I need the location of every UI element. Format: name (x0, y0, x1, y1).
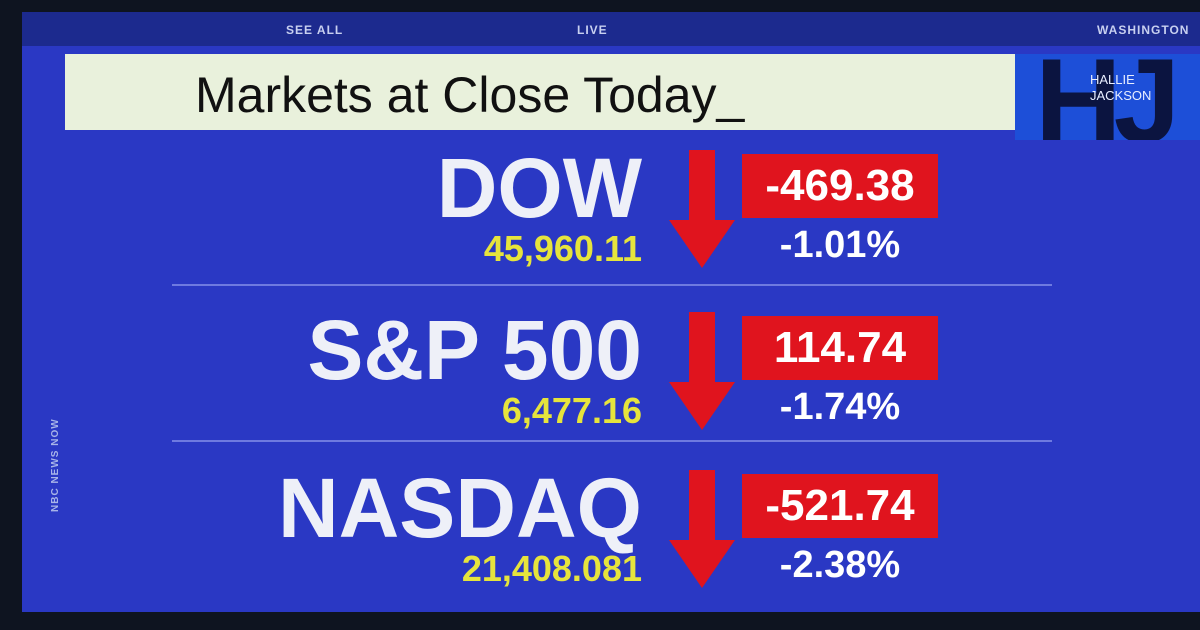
index-name: S&P 500 (307, 303, 642, 397)
top-bar: SEE ALL LIVE WASHINGTON (22, 12, 1200, 46)
tv-screen: SEE ALL LIVE WASHINGTON Markets at Close… (22, 12, 1200, 612)
location: WASHINGTON (1097, 23, 1190, 37)
separator (172, 284, 1052, 286)
anchor-badge: HJ HALLIE JACKSON (1015, 54, 1200, 140)
index-value: 6,477.16 (501, 390, 642, 431)
index-row: DOW 45,960.11 -469.38 -1.01% (22, 140, 1200, 290)
anchor-last-name: JACKSON (1090, 88, 1152, 103)
arrow-icon (669, 312, 735, 430)
index-change: 114.74 (742, 316, 938, 380)
index-name: NASDAQ (277, 461, 642, 555)
index-percent: -2.38% (779, 544, 901, 586)
index-row: S&P 500 6,477.16 114.74 -1.74% (22, 302, 1200, 452)
live-label: LIVE (577, 23, 608, 37)
index-value: 45,960.11 (483, 228, 642, 269)
index-percent: -1.01% (779, 224, 901, 266)
title: Markets at Close Today_ (195, 67, 745, 123)
index-row: NASDAQ 21,408.081 -521.74 -2.38% (22, 460, 1200, 610)
title-bar: Markets at Close Today_ (65, 54, 1015, 130)
anchor-first-name: HALLIE (1090, 72, 1135, 87)
index-change: -469.38 (742, 154, 938, 218)
index-change: -521.74 (742, 474, 938, 538)
index-name: DOW (436, 141, 642, 235)
monogram: HJ (1035, 54, 1180, 140)
index-value: 21,408.081 (461, 548, 642, 589)
index-percent: -1.74% (779, 386, 901, 428)
down-arrow (667, 150, 737, 275)
down-arrow (667, 312, 737, 437)
arrow-icon (669, 150, 735, 268)
see-all-link[interactable]: SEE ALL (286, 23, 344, 37)
separator (172, 440, 1052, 442)
down-arrow (667, 470, 737, 595)
arrow-icon (669, 470, 735, 588)
